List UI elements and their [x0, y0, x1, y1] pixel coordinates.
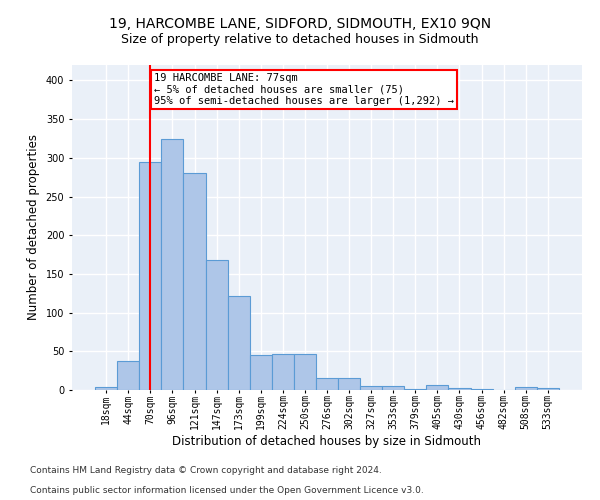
Bar	[227, 296, 250, 390]
Bar	[117, 360, 139, 390]
Bar	[184, 174, 206, 390]
Bar	[470, 389, 493, 390]
Bar	[338, 378, 360, 390]
Bar	[404, 389, 427, 390]
X-axis label: Distribution of detached houses by size in Sidmouth: Distribution of detached houses by size …	[173, 435, 482, 448]
Bar	[537, 388, 559, 390]
Bar	[382, 386, 404, 390]
Bar	[250, 355, 272, 390]
Text: 19 HARCOMBE LANE: 77sqm
← 5% of detached houses are smaller (75)
95% of semi-det: 19 HARCOMBE LANE: 77sqm ← 5% of detached…	[154, 72, 454, 106]
Text: Size of property relative to detached houses in Sidmouth: Size of property relative to detached ho…	[121, 32, 479, 46]
Bar	[316, 378, 338, 390]
Text: Contains HM Land Registry data © Crown copyright and database right 2024.: Contains HM Land Registry data © Crown c…	[30, 466, 382, 475]
Text: Contains public sector information licensed under the Open Government Licence v3: Contains public sector information licen…	[30, 486, 424, 495]
Bar	[294, 354, 316, 390]
Bar	[448, 388, 470, 390]
Text: 19, HARCOMBE LANE, SIDFORD, SIDMOUTH, EX10 9QN: 19, HARCOMBE LANE, SIDFORD, SIDMOUTH, EX…	[109, 18, 491, 32]
Y-axis label: Number of detached properties: Number of detached properties	[27, 134, 40, 320]
Bar	[360, 386, 382, 390]
Bar	[272, 354, 294, 390]
Bar	[427, 386, 448, 390]
Bar	[206, 260, 227, 390]
Bar	[161, 138, 184, 390]
Bar	[515, 387, 537, 390]
Bar	[95, 387, 117, 390]
Bar	[139, 162, 161, 390]
